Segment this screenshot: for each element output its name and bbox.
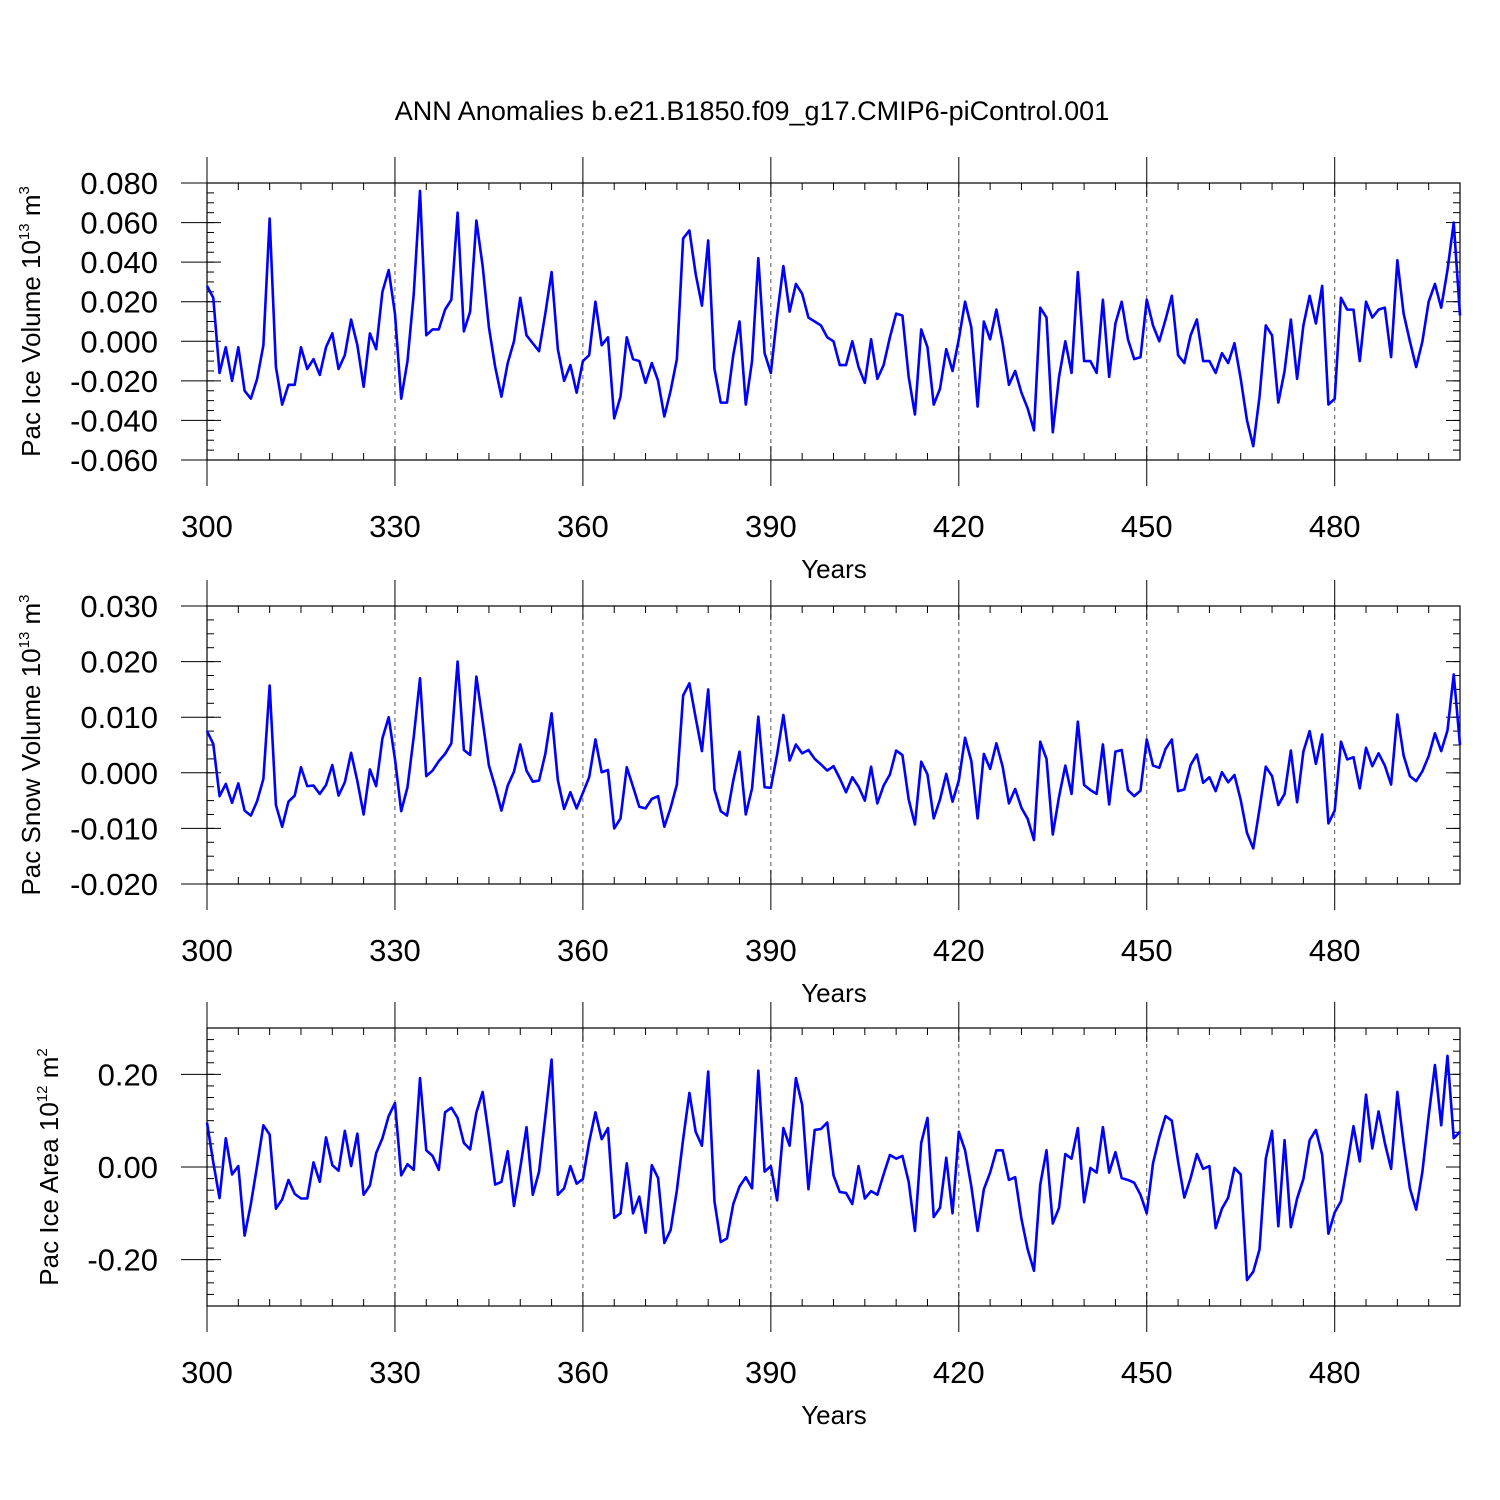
y-tick-label: 0.00 bbox=[98, 1150, 158, 1185]
y-tick-label: -0.060 bbox=[70, 443, 158, 478]
plot-frame bbox=[206, 1027, 1461, 1307]
panel-3: 0.20 0.00 -0.20 300 330 360 390 420 450 480 Years P… bbox=[34, 1002, 1461, 1430]
x-tick-label: 450 bbox=[1121, 1355, 1173, 1390]
series-line bbox=[205, 189, 1462, 448]
x-tick-label: 390 bbox=[745, 1355, 797, 1390]
x-tick-label: 390 bbox=[745, 933, 797, 968]
plot-frame bbox=[206, 182, 1461, 461]
x-tick-label: 330 bbox=[369, 933, 421, 968]
x-tick-label: 390 bbox=[745, 509, 797, 544]
series-line bbox=[205, 1054, 1461, 1282]
x-tick-label: 360 bbox=[557, 1355, 609, 1390]
x-tick-label: 480 bbox=[1309, 1355, 1361, 1390]
y-tick-label: 0.000 bbox=[80, 324, 158, 359]
y-axis-label: Pac Ice Volume 1013 m3 bbox=[16, 186, 46, 457]
y-tick-label: 0.060 bbox=[80, 206, 158, 241]
panel-2: 0.030 0.020 0.010 0.000 -0.010 -0.020 300 330 36… bbox=[16, 580, 1462, 1008]
y-tick-label: -0.020 bbox=[70, 867, 158, 902]
y-tick-label: 0.020 bbox=[80, 285, 158, 320]
x-axis-label: Years bbox=[801, 554, 867, 584]
panels: 0.080 0.060 0.040 0.020 0.000 -0.020 -0.040 -0.… bbox=[16, 157, 1462, 1430]
x-tick-label: 450 bbox=[1121, 509, 1173, 544]
y-tick-label: -0.010 bbox=[70, 811, 158, 846]
x-tick-label: 450 bbox=[1121, 933, 1173, 968]
series-line bbox=[205, 660, 1462, 850]
x-tick-label: 360 bbox=[557, 509, 609, 544]
x-tick-label: 360 bbox=[557, 933, 609, 968]
x-tick-label: 330 bbox=[369, 509, 421, 544]
y-tick-label: 0.080 bbox=[80, 166, 158, 201]
y-tick-label: -0.20 bbox=[87, 1243, 158, 1278]
y-tick-label: -0.020 bbox=[70, 364, 158, 399]
y-tick-label: 0.040 bbox=[80, 245, 158, 280]
y-axis-label: Pac Ice Area 1012 m2 bbox=[34, 1048, 64, 1285]
x-tick-label: 420 bbox=[933, 933, 985, 968]
y-tick-label: 0.030 bbox=[80, 589, 158, 624]
y-tick-label: -0.040 bbox=[70, 403, 158, 438]
x-tick-label: 300 bbox=[181, 509, 233, 544]
x-axis-label: Years bbox=[801, 1400, 867, 1430]
y-tick-label: 0.020 bbox=[80, 645, 158, 680]
x-tick-label: 330 bbox=[369, 1355, 421, 1390]
x-tick-label: 480 bbox=[1309, 509, 1361, 544]
y-tick-label: 0.20 bbox=[98, 1057, 158, 1092]
x-tick-label: 480 bbox=[1309, 933, 1361, 968]
panel-1: 0.080 0.060 0.040 0.020 0.000 -0.020 -0.040 -0.… bbox=[16, 157, 1462, 584]
chart-title: ANN Anomalies b.e21.B1850.f09_g17.CMIP6-… bbox=[395, 96, 1109, 126]
x-tick-label: 420 bbox=[933, 1355, 985, 1390]
y-axis-label: Pac Snow Volume 1013 m3 bbox=[16, 594, 46, 895]
y-tick-label: 0.010 bbox=[80, 700, 158, 735]
x-axis-label: Years bbox=[801, 978, 867, 1008]
x-tick-label: 300 bbox=[181, 1355, 233, 1390]
x-tick-label: 420 bbox=[933, 509, 985, 544]
x-tick-label: 300 bbox=[181, 933, 233, 968]
y-tick-label: 0.000 bbox=[80, 756, 158, 791]
